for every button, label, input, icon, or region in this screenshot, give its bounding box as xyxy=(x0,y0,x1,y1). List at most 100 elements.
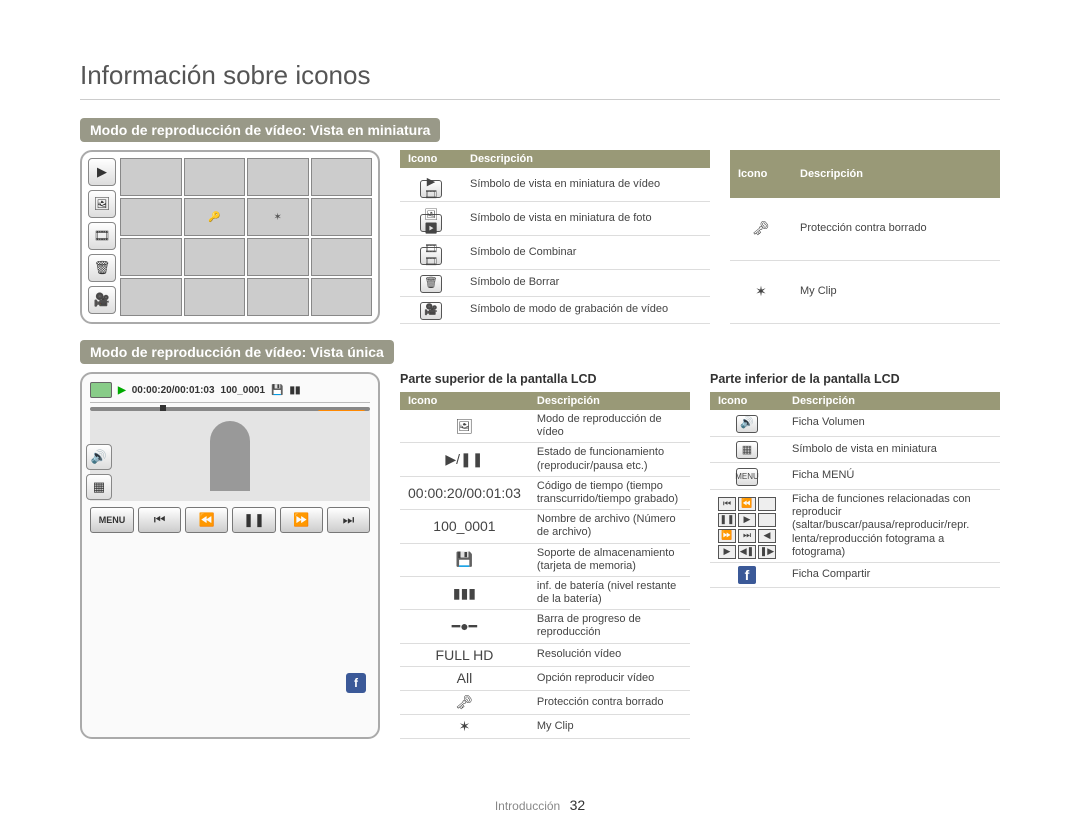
grid-cell xyxy=(247,278,309,316)
grid-cell xyxy=(120,278,182,316)
forward-icon: ⏩ xyxy=(280,507,323,533)
grid-cell xyxy=(311,158,373,196)
page-footer: Introducción 32 xyxy=(0,797,1080,813)
icon-cell: 🗝 xyxy=(730,198,792,260)
grid-cell xyxy=(311,238,373,276)
icon-cell: 100_0001 xyxy=(400,510,529,543)
storage-icon: 💾 xyxy=(271,385,283,396)
grid-cell xyxy=(247,238,309,276)
th-icon: Icono xyxy=(400,150,462,168)
delete-icon: 🗑 xyxy=(88,254,116,282)
desc-cell: Barra de progreso de reproducción xyxy=(529,610,690,643)
transport-bar: MENU ⏮ ⏪ ❚❚ ⏩ ⏭ xyxy=(90,507,370,533)
desc-cell: Modo de reproducción de vídeo xyxy=(529,410,690,443)
grid-cell xyxy=(247,158,309,196)
icon-cell: 00:00:20/00:01:03 xyxy=(400,476,529,509)
desc-cell: Soporte de almacenamiento (tarjeta de me… xyxy=(529,543,690,576)
icon-cell: 🔊 xyxy=(710,410,784,436)
desc-cell: Opción reproducir vídeo xyxy=(529,667,690,691)
sub-bottom-lcd: Parte inferior de la pantalla LCD xyxy=(710,372,1000,386)
col-bottom-lcd: Parte inferior de la pantalla LCD IconoD… xyxy=(710,372,1000,739)
desc-cell: Ficha Volumen xyxy=(784,410,1000,436)
grid-cell xyxy=(184,158,246,196)
desc-cell: Símbolo de modo de grabación de vídeo xyxy=(462,296,710,323)
icon-cell: ✶ xyxy=(400,715,529,739)
grid-cell xyxy=(120,238,182,276)
icon-cell: ▶/❚❚ xyxy=(400,443,529,476)
desc-cell: Símbolo de Borrar xyxy=(462,269,710,296)
th-icon: Icono xyxy=(400,392,529,410)
thumbnail-section: ▶ 🖼 🎞 🗑 🎥 🔑 ✶ IconoDescripción xyxy=(80,150,1000,324)
grid-cell: 🔑 xyxy=(184,198,246,236)
grid-cell xyxy=(184,278,246,316)
player-top-bar: ▶ 00:00:20/00:01:03 100_0001 💾 ▮▮ xyxy=(90,382,370,403)
mini-thumb-icon xyxy=(90,382,112,398)
desc-cell: My Clip xyxy=(792,260,1000,323)
legend-table-1a: IconoDescripción ▶🎞 Símbolo de vista en m… xyxy=(400,150,710,324)
desc-cell: Símbolo de vista en miniatura de foto xyxy=(462,202,710,236)
desc-cell: My Clip xyxy=(529,715,690,739)
page-number: 32 xyxy=(570,797,586,813)
desc-cell: Símbolo de Combinar xyxy=(462,235,710,269)
th-desc: Descripción xyxy=(792,150,1000,198)
timecode: 00:00:20/00:01:03 xyxy=(132,385,215,396)
player-screenshot: ▶ 00:00:20/00:01:03 100_0001 💾 ▮▮ FULL H… xyxy=(80,372,380,739)
thumbnail-grid-screenshot: ▶ 🖼 🎞 🗑 🎥 🔑 ✶ xyxy=(80,150,380,324)
icon-cell: f xyxy=(710,562,784,587)
icon-cell: 💾 xyxy=(400,543,529,576)
pause-icon: ❚❚ xyxy=(232,507,275,533)
left-controls: 🔊 ▦ xyxy=(86,444,112,500)
icon-cell: ━●━ xyxy=(400,610,529,643)
icon-cell: ▶🎞 xyxy=(400,168,462,201)
legend-icon: ▦ xyxy=(736,441,758,459)
icon-cell: ▦ xyxy=(710,436,784,463)
battery-icon: ▮▮ xyxy=(290,385,301,396)
desc-cell: Ficha MENÚ xyxy=(784,463,1000,490)
legend-icon: 🖼▶ xyxy=(420,214,442,232)
th-desc: Descripción xyxy=(462,150,710,168)
thumbview-button-icon: ▦ xyxy=(86,474,112,500)
menu-button: MENU xyxy=(90,507,134,533)
desc-cell: Nombre de archivo (Número de archivo) xyxy=(529,510,690,543)
desc-cell: Protección contra borrado xyxy=(529,691,690,715)
play-indicator-icon: ▶ xyxy=(118,385,126,396)
legend-icon: 🎥 xyxy=(420,302,442,320)
icon-cell: 🎞🎞 xyxy=(400,235,462,269)
legend-icon: 🗑 xyxy=(420,275,442,293)
grid-cell xyxy=(311,278,373,316)
desc-cell: Símbolo de vista en miniatura de vídeo xyxy=(462,168,710,201)
combine-icon: 🎞 xyxy=(88,222,116,250)
sub-top-lcd: Parte superior de la pantalla LCD xyxy=(400,372,690,386)
legend-table-1b: IconoDescripción 🗝Protección contra borr… xyxy=(730,150,1000,324)
legend-icon: ▶🎞 xyxy=(420,180,442,198)
thumbnail-side-icons: ▶ 🖼 🎞 🗑 🎥 xyxy=(88,158,116,316)
grid-cell xyxy=(120,158,182,196)
legend-table-2: IconoDescripción 🖼Modo de reproducción d… xyxy=(400,392,690,739)
desc-cell: Protección contra borrado xyxy=(792,198,1000,260)
legend-icon: MENU xyxy=(736,468,758,486)
legend-icon: 🎞🎞 xyxy=(420,247,442,265)
page-title: Información sobre iconos xyxy=(80,60,1000,100)
filename: 100_0001 xyxy=(221,385,266,396)
skip-back-icon: ⏮ xyxy=(138,507,181,533)
desc-cell: Ficha de funciones relacionadas con repr… xyxy=(784,489,1000,562)
th-icon: Icono xyxy=(710,392,784,410)
icon-cell: 🗝 xyxy=(400,691,529,715)
icon-cell: All xyxy=(400,667,529,691)
desc-cell: Estado de funcionamiento (reproducir/pau… xyxy=(529,443,690,476)
single-view-section: ▶ 00:00:20/00:01:03 100_0001 💾 ▮▮ FULL H… xyxy=(80,372,1000,739)
grid-cell: ✶ xyxy=(247,198,309,236)
facebook-icon: f xyxy=(738,566,756,584)
icon-cell: 🖼▶ xyxy=(400,202,462,236)
volume-button-icon: 🔊 xyxy=(86,444,112,470)
grid-cell xyxy=(184,238,246,276)
icon-cell: ⏮⏪❚❚▶⏩⏭◀▶◀❚❚▶ xyxy=(710,489,784,562)
section-single-header: Modo de reproducción de vídeo: Vista úni… xyxy=(80,340,394,364)
section-thumbnail-header: Modo de reproducción de vídeo: Vista en … xyxy=(80,118,440,142)
photo-thumb-icon: 🖼 xyxy=(88,190,116,218)
facebook-share-icon: f xyxy=(346,673,366,693)
player-body xyxy=(90,411,370,501)
skip-fwd-icon: ⏭ xyxy=(327,507,370,533)
desc-cell: Símbolo de vista en miniatura xyxy=(784,436,1000,463)
video-thumb-icon: ▶ xyxy=(88,158,116,186)
